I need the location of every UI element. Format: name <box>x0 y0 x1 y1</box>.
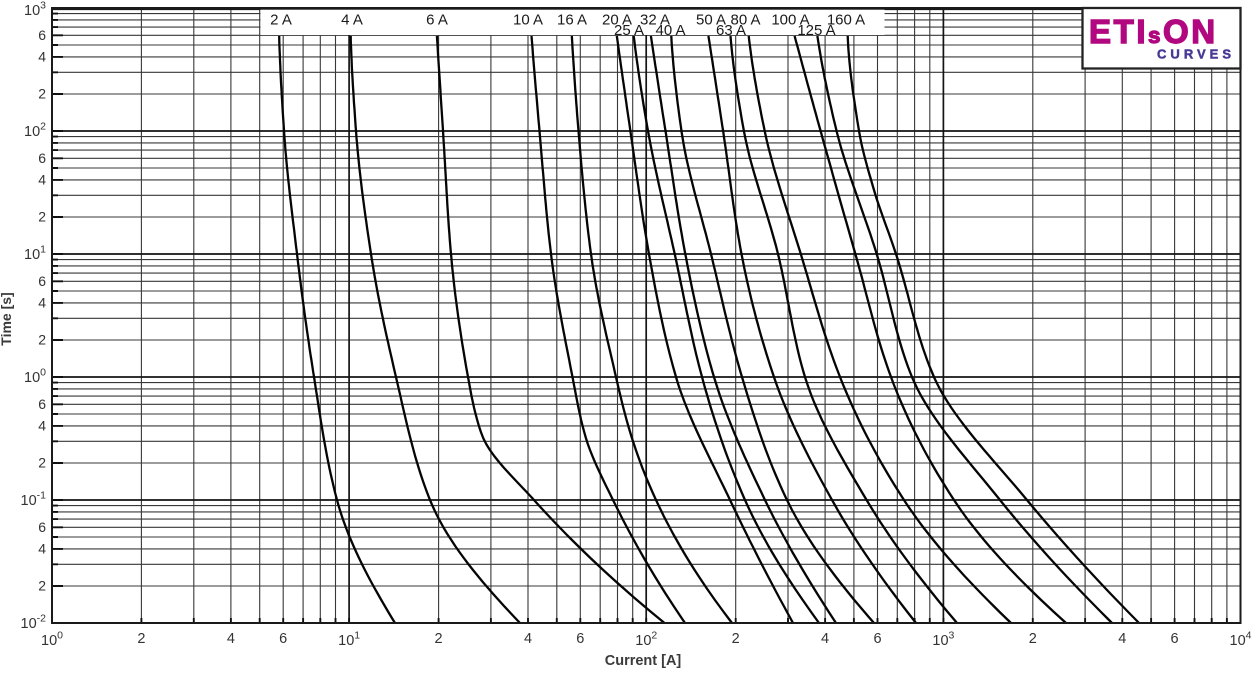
svg-text:40 A: 40 A <box>655 22 685 39</box>
svg-text:2: 2 <box>38 332 46 348</box>
svg-text:2: 2 <box>137 631 145 647</box>
svg-text:2: 2 <box>435 631 443 647</box>
svg-text:20 A: 20 A <box>602 11 632 28</box>
svg-text:100 A: 100 A <box>771 11 809 28</box>
svg-text:4: 4 <box>821 631 829 647</box>
svg-text:4: 4 <box>38 171 46 187</box>
svg-text:4: 4 <box>227 631 235 647</box>
svg-text:6: 6 <box>1171 631 1179 647</box>
svg-text:63 A: 63 A <box>716 22 746 39</box>
svg-text:104: 104 <box>1230 630 1251 650</box>
svg-text:4: 4 <box>38 417 46 433</box>
svg-text:2: 2 <box>1029 631 1037 647</box>
svg-text:6 A: 6 A <box>426 11 448 28</box>
svg-text:4: 4 <box>38 48 46 64</box>
svg-text:80 A: 80 A <box>730 11 760 28</box>
svg-text:6: 6 <box>873 631 881 647</box>
svg-text:4: 4 <box>38 540 46 556</box>
svg-text:4: 4 <box>524 631 532 647</box>
svg-text:Time [s]: Time [s] <box>0 292 14 345</box>
svg-text:6: 6 <box>279 631 287 647</box>
svg-text:6: 6 <box>38 273 46 289</box>
svg-text:6: 6 <box>38 150 46 166</box>
svg-text:2: 2 <box>38 455 46 471</box>
svg-text:25 A: 25 A <box>614 22 644 39</box>
svg-text:6: 6 <box>38 519 46 535</box>
svg-text:2: 2 <box>38 209 46 225</box>
svg-text:4: 4 <box>38 294 46 310</box>
svg-text:160 A: 160 A <box>827 11 865 28</box>
svg-text:2: 2 <box>732 631 740 647</box>
svg-text:4 A: 4 A <box>341 11 363 28</box>
svg-text:6: 6 <box>576 631 584 647</box>
svg-text:10 A: 10 A <box>513 11 543 28</box>
svg-text:32 A: 32 A <box>640 11 670 28</box>
svg-text:2 A: 2 A <box>270 11 292 28</box>
svg-text:4: 4 <box>1118 631 1126 647</box>
svg-text:6: 6 <box>38 27 46 43</box>
svg-text:Current [A]: Current [A] <box>605 653 682 669</box>
svg-text:16 A: 16 A <box>557 11 587 28</box>
svg-text:2: 2 <box>38 86 46 102</box>
svg-text:125 A: 125 A <box>797 22 835 39</box>
svg-text:2: 2 <box>38 578 46 594</box>
svg-text:6: 6 <box>38 396 46 412</box>
svg-text:CURVES: CURVES <box>1157 47 1235 62</box>
svg-text:50 A: 50 A <box>696 11 726 28</box>
